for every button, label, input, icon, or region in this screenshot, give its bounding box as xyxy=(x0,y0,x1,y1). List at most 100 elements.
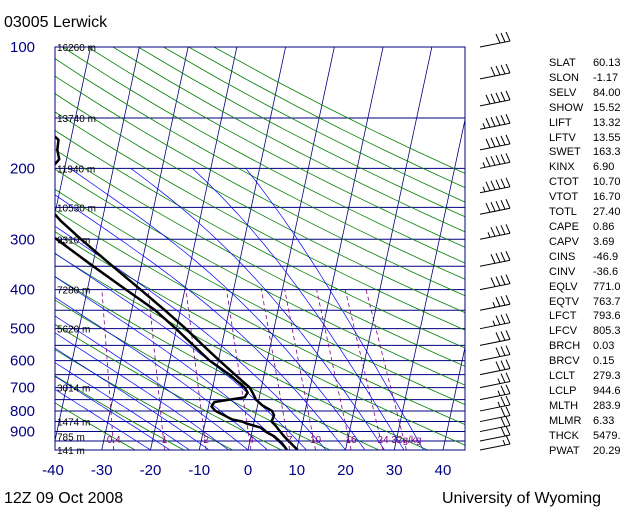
wind-barb-full xyxy=(500,252,506,262)
index-name: BRCH xyxy=(549,340,581,353)
height-label: 7280 m xyxy=(57,286,90,297)
index-row: SLON -1.17 xyxy=(549,71,637,86)
temperature-profile xyxy=(55,134,299,450)
moist-adiabat-line xyxy=(55,362,190,450)
isotherm-line xyxy=(442,345,465,450)
wind-barb xyxy=(502,434,511,446)
pressure-tick-label: 200 xyxy=(10,160,35,177)
mixing-ratio-label: 1 xyxy=(162,435,168,446)
wind-barb-full xyxy=(495,33,501,44)
mixing-ratio-label: 24 xyxy=(377,435,389,446)
index-row: CINV -36.6 xyxy=(549,265,637,280)
dry-adiabat-line xyxy=(55,231,465,446)
wind-barb-half xyxy=(502,439,506,446)
height-label: 11940 m xyxy=(57,164,95,175)
mixing-ratio-line xyxy=(101,289,115,450)
wind-barb-half xyxy=(497,390,501,396)
index-row: SLAT 60.13 xyxy=(549,56,637,71)
index-row: BRCV 0.15 xyxy=(549,354,637,369)
index-value: 279.3 xyxy=(593,370,621,383)
index-name: LFTV xyxy=(549,131,576,144)
wind-barb-full xyxy=(505,359,511,369)
wind-barb-full xyxy=(500,64,506,75)
wind-barb xyxy=(500,406,511,417)
index-name: SLAT xyxy=(549,57,576,69)
wind-barb xyxy=(490,63,511,77)
index-value: 60.13 xyxy=(593,57,621,69)
pressure-tick-label: 600 xyxy=(10,353,35,370)
dry-adiabat-line xyxy=(55,402,136,450)
wind-barb-full xyxy=(500,417,506,427)
index-row: LFCT 793.6 xyxy=(549,309,637,324)
station-title: 03005 Lerwick xyxy=(4,14,108,31)
stability-index-table: SLAT 60.13 SLON -1.17 SELV 84.00 SHOW 15.52 LIFT… xyxy=(549,56,637,458)
wind-barb-full xyxy=(500,178,506,188)
dry-adiabat-line xyxy=(55,58,465,280)
index-value: 5479. xyxy=(593,429,621,442)
index-row: EQTV 763.7 xyxy=(549,295,637,310)
height-label: 785 m xyxy=(57,432,85,443)
index-value: 16.70 xyxy=(593,191,621,204)
wind-barb-full xyxy=(485,203,491,213)
index-value: 793.6 xyxy=(593,310,621,323)
dry-adiabat-line xyxy=(55,299,331,450)
wind-barb xyxy=(495,330,511,342)
height-label: 141 m xyxy=(57,446,85,457)
wind-barb-full xyxy=(490,93,496,104)
index-value: 27.40 xyxy=(593,206,621,219)
wind-barb-staff xyxy=(479,434,511,442)
pressure-tick-label: 900 xyxy=(10,424,35,441)
moist-adiabat-line xyxy=(55,332,229,450)
index-name: EQTV xyxy=(549,295,579,308)
wind-barb-full xyxy=(505,199,511,209)
wind-barb-full xyxy=(500,385,506,395)
index-name: CAPV xyxy=(549,235,579,248)
height-label: 1474 m xyxy=(57,418,90,429)
mixing-ratio-line xyxy=(316,289,352,450)
temperature-tick-label: -30 xyxy=(91,462,113,479)
wind-barb-full xyxy=(500,373,506,383)
wind-barb-full xyxy=(505,345,511,355)
wind-barb-full xyxy=(490,227,496,237)
index-value: 0.86 xyxy=(593,220,615,233)
wind-barb-full xyxy=(490,137,496,148)
wind-barb-full xyxy=(495,116,501,126)
wind-barb-half xyxy=(482,186,486,192)
moist-adiabat-line xyxy=(130,168,385,450)
index-row: MLTH 283.9 xyxy=(549,399,637,414)
wind-barb-full xyxy=(485,181,491,191)
wind-barb-full xyxy=(495,253,501,263)
wind-barb-full xyxy=(500,426,506,437)
wind-barb-full xyxy=(500,200,506,210)
wind-barb-half xyxy=(497,401,501,408)
index-value: 283.9 xyxy=(593,399,621,412)
dry-adiabat-line xyxy=(55,93,465,314)
wind-barb-half xyxy=(487,232,491,238)
wind-barb-full xyxy=(485,157,491,167)
wind-barb-full xyxy=(505,372,511,382)
height-label: 13740 m xyxy=(57,114,96,125)
index-name: BRCV xyxy=(549,355,580,368)
wind-barb xyxy=(482,177,511,192)
temperature-tick-label: -10 xyxy=(188,462,210,479)
index-row: LFTV 13.55 xyxy=(549,131,637,146)
wind-barb xyxy=(492,295,511,308)
index-row: CINS -46.9 xyxy=(549,250,637,265)
index-row: TOTL 27.40 xyxy=(549,205,637,220)
wind-barb-full xyxy=(500,396,506,407)
wind-barb-full xyxy=(490,254,496,264)
wind-barb xyxy=(497,372,511,384)
index-value: -46.9 xyxy=(593,250,619,263)
observation-date: 12Z 09 Oct 2008 xyxy=(4,490,124,507)
dry-adiabat-line xyxy=(55,276,380,450)
isotherm-line xyxy=(345,47,433,450)
pressure-tick-label: 100 xyxy=(10,39,35,56)
index-value: 771.0 xyxy=(593,280,621,293)
index-row: CTOT 10.70 xyxy=(549,175,637,190)
wind-barb-staff xyxy=(479,393,511,401)
wind-barb-full xyxy=(505,406,511,416)
index-row: MLMR 6.33 xyxy=(549,414,637,429)
index-value: -1.17 xyxy=(593,71,619,84)
index-name: KINX xyxy=(549,161,575,174)
